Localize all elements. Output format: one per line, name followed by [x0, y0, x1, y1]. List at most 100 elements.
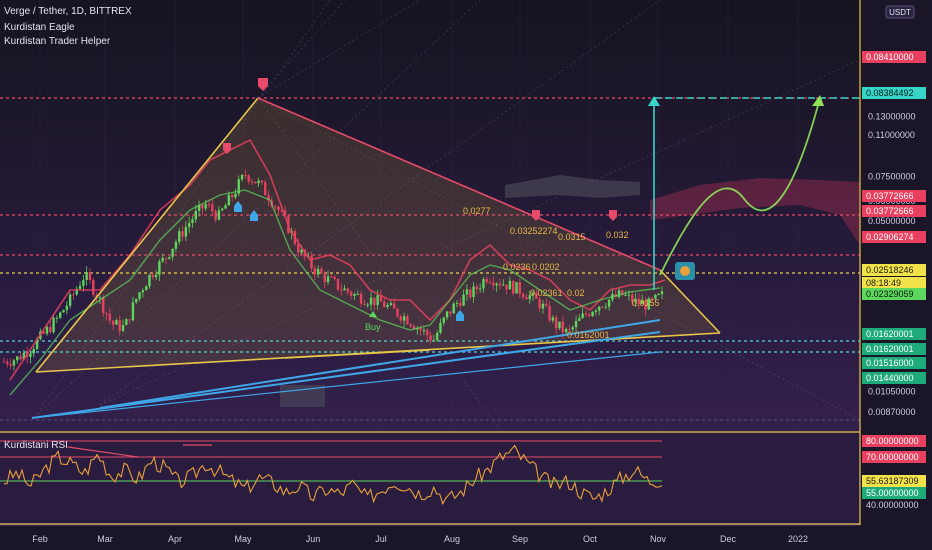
- candle-body: [445, 311, 449, 318]
- candle-body: [250, 181, 254, 183]
- price-label-box: [862, 288, 926, 300]
- candle-body: [383, 301, 386, 308]
- candle-body: [164, 258, 168, 260]
- candle-body: [389, 303, 393, 306]
- candle-body: [326, 276, 330, 283]
- price-label-box: [862, 231, 926, 243]
- candle-body: [62, 310, 65, 313]
- candle-body: [35, 338, 39, 349]
- candle-body: [584, 313, 588, 315]
- price-label: 0.08410000: [866, 52, 914, 62]
- candle-body: [551, 317, 555, 321]
- candle-body: [211, 204, 214, 212]
- candle-body: [449, 311, 452, 314]
- candle-body: [558, 321, 561, 329]
- candle-body: [617, 290, 621, 297]
- candle-body: [459, 302, 462, 306]
- price-label-box: [862, 357, 926, 369]
- candle-body: [148, 274, 151, 287]
- candle-body: [98, 296, 102, 298]
- candle-body: [227, 194, 231, 206]
- candle-body: [545, 303, 548, 306]
- price-label: 0.01440000: [866, 373, 914, 383]
- candle-body: [624, 294, 627, 296]
- candle-body: [432, 340, 436, 342]
- candle-body: [240, 175, 244, 180]
- candle-body: [221, 208, 224, 211]
- candle-body: [121, 325, 125, 331]
- candle-body: [373, 297, 376, 306]
- candle-body: [333, 277, 336, 279]
- candle-body: [144, 286, 148, 291]
- x-tick-label: Oct: [583, 534, 598, 544]
- candle-body: [644, 300, 647, 310]
- rsi-divergence-arrows: [67, 444, 212, 458]
- candles: [2, 169, 664, 371]
- x-tick-label: Jul: [375, 534, 387, 544]
- annotation: 0.02: [567, 288, 585, 298]
- candle-body: [237, 179, 240, 194]
- candle-body: [154, 274, 158, 278]
- currency-badge[interactable]: [885, 5, 915, 19]
- support-lines: [31, 319, 661, 419]
- candle-body: [125, 319, 128, 326]
- candle-body: [621, 290, 624, 295]
- candle-body: [52, 317, 55, 333]
- candle-body: [336, 278, 340, 290]
- currency-badge-label: USDT: [889, 8, 911, 17]
- candle-body: [254, 181, 257, 184]
- candle-body: [68, 294, 72, 306]
- price-label: 0.02518246: [866, 265, 914, 275]
- candle-body: [475, 286, 479, 290]
- y-tick-label: 0.05000000: [868, 216, 916, 226]
- candle-body: [29, 353, 32, 357]
- candle-body: [442, 317, 445, 323]
- y-tick-label: 0.13000000: [868, 112, 916, 122]
- price-label: 0.02329059: [866, 289, 914, 299]
- candle-body: [2, 361, 6, 363]
- candle-body: [174, 241, 178, 249]
- candle-body: [257, 180, 260, 184]
- candle-body: [118, 320, 121, 331]
- candle-body: [267, 195, 270, 201]
- candle-body: [627, 294, 631, 296]
- candle-body: [465, 289, 469, 295]
- candle-body: [49, 326, 52, 333]
- candle-body: [92, 279, 95, 295]
- candle-body: [452, 303, 455, 314]
- candle-body: [108, 313, 112, 321]
- candle-body: [161, 258, 164, 262]
- candle-body: [588, 314, 591, 317]
- candle-body: [402, 316, 406, 321]
- candle-body: [502, 284, 505, 286]
- signal-markers: [223, 78, 695, 321]
- price-label: 08:18:49: [866, 278, 901, 288]
- candle-body: [647, 298, 650, 310]
- y-tick-label: 0.07500000: [868, 172, 916, 182]
- candle-body: [531, 292, 535, 296]
- annotation: Buy: [365, 322, 381, 332]
- annotation: 0.0155: [632, 298, 660, 308]
- candle-body: [59, 312, 62, 318]
- candle-body: [498, 283, 502, 286]
- x-axis-ticks: Feb Mar Apr May Jun Jul Aug Sep Oct Nov Dec 2022: [32, 534, 808, 544]
- candle-body: [379, 295, 383, 302]
- candle-body: [16, 356, 19, 361]
- candle-body: [207, 204, 211, 206]
- candle-body: [518, 282, 522, 294]
- candle-body: [247, 175, 250, 182]
- triangle-pattern: [36, 98, 720, 372]
- candle-body: [320, 268, 323, 274]
- candle-body: [214, 211, 217, 220]
- candle-body: [654, 294, 657, 299]
- candle-body: [376, 295, 379, 306]
- candle-body: [426, 330, 429, 336]
- candle-body: [409, 324, 412, 327]
- candle-body: [330, 276, 333, 278]
- rsi-axis-label: 70.00000000: [866, 452, 919, 462]
- candle-body: [392, 303, 396, 309]
- annotation: 0.02361: [530, 288, 563, 298]
- candle-body: [492, 282, 495, 286]
- candle-body: [42, 331, 45, 334]
